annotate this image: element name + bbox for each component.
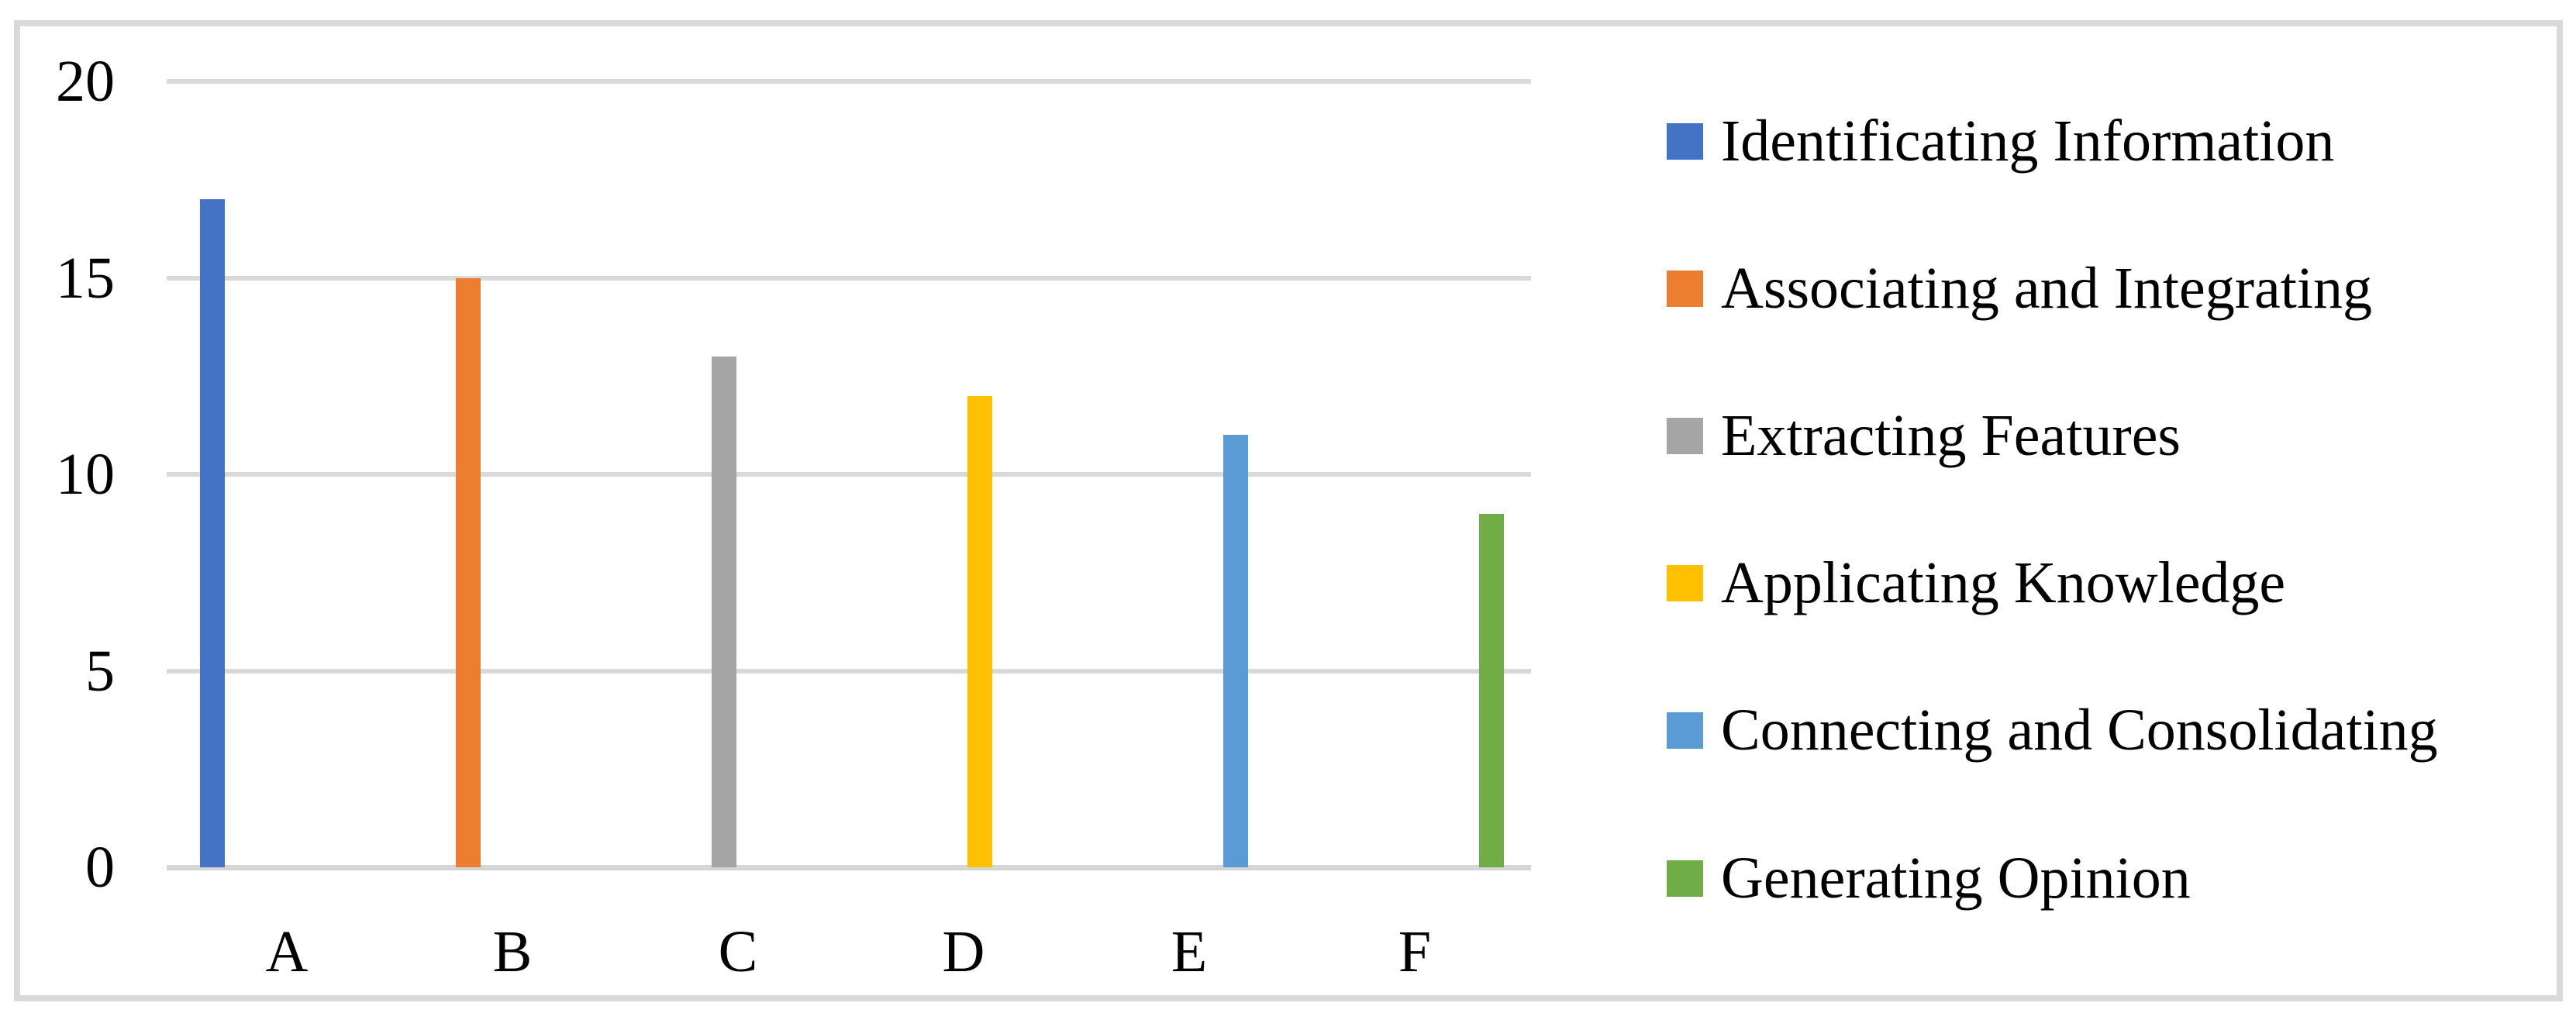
- bar-B: [456, 277, 481, 867]
- legend-label: Applicating Knowledge: [1721, 550, 2286, 616]
- x-category-label-E: E: [1171, 919, 1208, 984]
- legend-label: Generating Opinion: [1721, 845, 2191, 911]
- y-tick-label-20: 20: [56, 49, 115, 114]
- bar-D: [967, 395, 992, 867]
- x-category-label-D: D: [942, 919, 985, 984]
- bar-A: [200, 199, 225, 867]
- bar-F: [1479, 513, 1504, 867]
- y-tick-label-5: 5: [85, 638, 115, 704]
- y-tick-label-10: 10: [56, 442, 115, 507]
- legend-swatch-icon: [1667, 565, 1703, 602]
- gridline-y-10: [167, 472, 1531, 477]
- x-category-label-F: F: [1398, 919, 1432, 984]
- gridline-y-15: [167, 275, 1531, 281]
- bar-E: [1223, 435, 1248, 867]
- legend-swatch-icon: [1667, 860, 1703, 897]
- gridline-y-20: [167, 79, 1531, 84]
- gridline-y-5: [167, 668, 1531, 674]
- x-category-label-C: C: [718, 919, 758, 984]
- x-category-label-B: B: [492, 919, 533, 984]
- legend-swatch-icon: [1667, 122, 1703, 160]
- bar-C: [712, 356, 736, 867]
- legend-label: Associating and Integrating: [1721, 255, 2373, 321]
- legend-swatch-icon: [1667, 417, 1703, 454]
- legend-swatch-icon: [1667, 270, 1703, 307]
- y-tick-label-0: 0: [85, 835, 115, 900]
- legend-swatch-icon: [1667, 712, 1703, 749]
- legend-label: Connecting and Consolidating: [1721, 698, 2438, 763]
- y-tick-label-15: 15: [56, 245, 115, 311]
- figure-border: [14, 20, 2563, 1001]
- legend-label: Extracting Features: [1721, 402, 2181, 468]
- x-axis-line: [167, 865, 1531, 870]
- x-category-label-A: A: [265, 919, 309, 984]
- legend-label: Identificating Information: [1721, 108, 2335, 174]
